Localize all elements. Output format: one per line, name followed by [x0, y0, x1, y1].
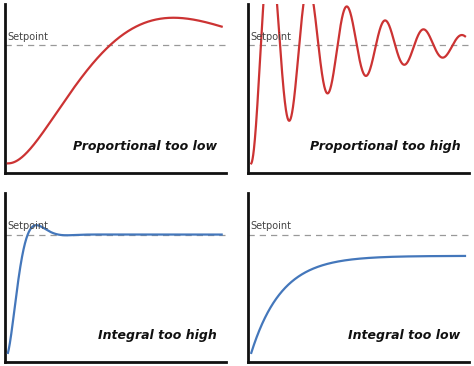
- Text: Setpoint: Setpoint: [250, 31, 291, 41]
- Text: Setpoint: Setpoint: [7, 31, 48, 41]
- Text: Setpoint: Setpoint: [7, 221, 48, 231]
- Text: Integral too low: Integral too low: [348, 329, 460, 342]
- Text: Proportional too low: Proportional too low: [73, 139, 217, 153]
- Text: Setpoint: Setpoint: [250, 221, 291, 231]
- Text: Proportional too high: Proportional too high: [310, 139, 460, 153]
- Text: Integral too high: Integral too high: [98, 329, 217, 342]
